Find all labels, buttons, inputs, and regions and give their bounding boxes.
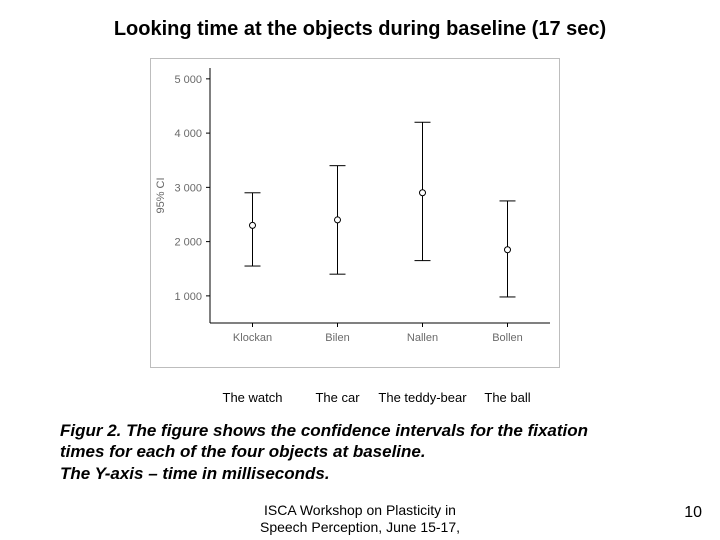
footer-text: ISCA Workshop on Plasticity in Speech Pe… xyxy=(0,502,720,536)
page-number: 10 xyxy=(684,504,702,522)
english-category-label: The teddy-bear xyxy=(378,390,466,405)
y-tick-label: 4 000 xyxy=(174,128,202,140)
slide-title: Looking time at the objects during basel… xyxy=(0,18,720,41)
y-tick-label: 2 000 xyxy=(174,237,202,249)
english-category-labels: The watch The car The teddy-bear The ball xyxy=(150,390,560,410)
figure-caption: Figur 2. The figure shows the confidence… xyxy=(60,420,660,484)
chart-container: 1 000 2 000 3 000 4 000 5 000 95% CI Klockan Bi… xyxy=(150,58,560,368)
caption-line: times for each of the four objects at ba… xyxy=(60,442,426,461)
x-tick-label: Bollen xyxy=(492,332,523,344)
english-category-label: The ball xyxy=(484,390,530,405)
caption-line: Figur 2. The figure shows the confidence… xyxy=(60,421,588,440)
y-axis-label: 95% CI xyxy=(155,177,167,213)
x-tick-label: Nallen xyxy=(407,332,438,344)
english-category-label: The watch xyxy=(223,390,283,405)
footer-line: ISCA Workshop on Plasticity in xyxy=(264,502,456,518)
x-tick-label: Bilen xyxy=(325,332,349,344)
error-bar xyxy=(330,166,346,275)
error-bar xyxy=(500,201,516,297)
error-bar-chart: 1 000 2 000 3 000 4 000 5 000 95% CI Klockan Bi… xyxy=(150,58,560,368)
error-bar xyxy=(245,193,261,266)
x-tick-label: Klockan xyxy=(233,332,272,344)
english-category-label: The car xyxy=(315,390,359,405)
error-bar xyxy=(415,122,431,260)
y-tick-label: 1 000 xyxy=(174,291,202,303)
y-tick-label: 3 000 xyxy=(174,182,202,194)
footer-line: Speech Perception, June 15-17, xyxy=(260,519,460,535)
y-tick-label: 5 000 xyxy=(174,74,202,86)
caption-line: The Y-axis – time in milliseconds. xyxy=(60,464,330,483)
